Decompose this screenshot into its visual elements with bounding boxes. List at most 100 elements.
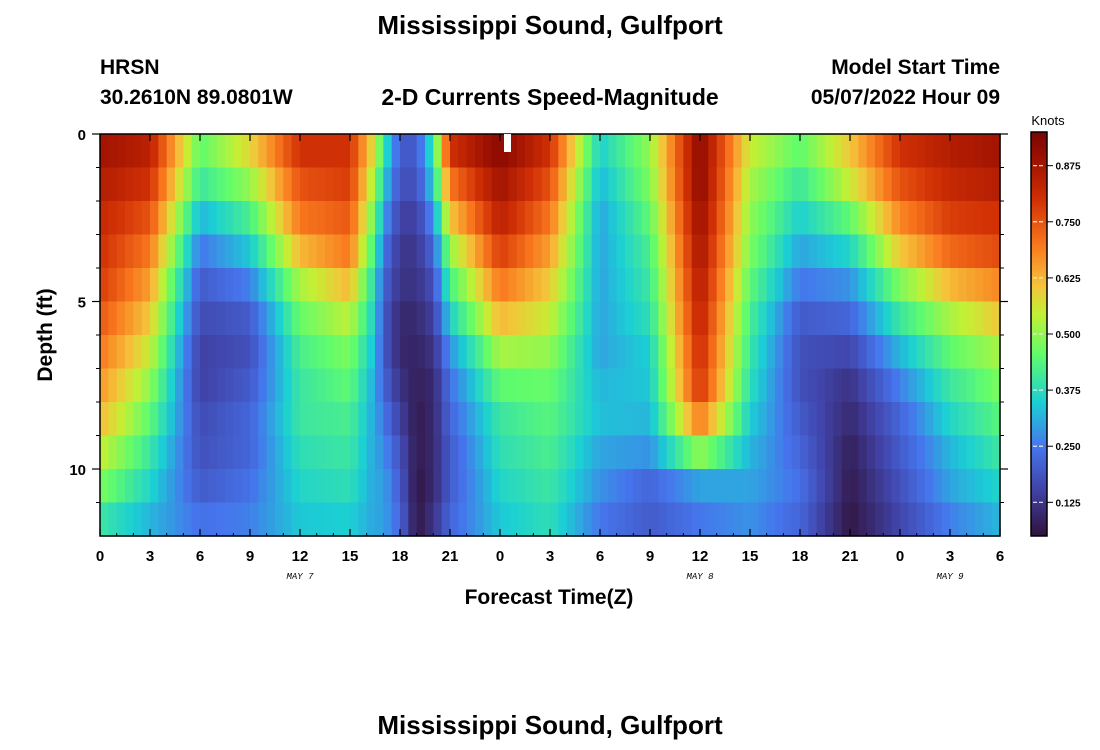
- heatmap-cell: [175, 469, 184, 504]
- heatmap-cell: [266, 134, 276, 169]
- heatmap-cell: [433, 402, 443, 437]
- heatmap-cell: [958, 268, 968, 303]
- heatmap-cell: [816, 134, 826, 169]
- heatmap-cell: [300, 402, 309, 437]
- heatmap-cell: [475, 368, 484, 403]
- heatmap-cell: [575, 201, 584, 236]
- heatmap-cell: [708, 435, 718, 470]
- heatmap-cell: [133, 368, 143, 403]
- heatmap-cell: [916, 402, 926, 437]
- heatmap-cell: [308, 268, 318, 303]
- heatmap-cell: [591, 435, 601, 470]
- heatmap-cell: [466, 402, 476, 437]
- heatmap-cell: [258, 469, 268, 504]
- heatmap-cell: [325, 335, 334, 370]
- heatmap-cell: [975, 502, 984, 537]
- heatmap-cell: [566, 502, 576, 537]
- heatmap-cell: [575, 268, 584, 303]
- heatmap-cell: [875, 234, 884, 269]
- heatmap-cell: [250, 167, 259, 202]
- heatmap-cell: [650, 234, 659, 269]
- heatmap-cell: [258, 335, 268, 370]
- heatmap-cell: [975, 469, 984, 504]
- heatmap-cell: [433, 268, 443, 303]
- heatmap-cell: [141, 201, 151, 236]
- heatmap-cell: [308, 335, 318, 370]
- heatmap-cell: [516, 167, 526, 202]
- heatmap-cell: [958, 335, 968, 370]
- heatmap-cell: [316, 469, 326, 504]
- station-coordinates: 30.2610N 89.0801W: [100, 86, 293, 109]
- heatmap-cell: [183, 234, 193, 269]
- heatmap-cell: [516, 301, 526, 336]
- heatmap-cell: [958, 201, 968, 236]
- heatmap-cell: [466, 502, 476, 537]
- heatmap-cell: [150, 502, 159, 537]
- heatmap-cell: [916, 167, 926, 202]
- heatmap-cell: [791, 502, 801, 537]
- heatmap-cell: [316, 234, 326, 269]
- heatmap-cell: [783, 234, 793, 269]
- heatmap-cell: [858, 435, 868, 470]
- heatmap-cell: [700, 435, 709, 470]
- heatmap-cell: [966, 435, 976, 470]
- heatmap-cell: [683, 301, 693, 336]
- heatmap-cell: [575, 134, 584, 169]
- heatmap-cell: [266, 268, 276, 303]
- heatmap-cell: [741, 301, 751, 336]
- heatmap-cell: [291, 301, 301, 336]
- heatmap-cell: [483, 301, 493, 336]
- heatmap-cell: [350, 469, 359, 504]
- heatmap-cell: [900, 435, 909, 470]
- heatmap-cell: [608, 435, 618, 470]
- heatmap-cell: [491, 469, 501, 504]
- heatmap-cell: [558, 268, 568, 303]
- heatmap-cell: [350, 335, 359, 370]
- heatmap-cell: [891, 234, 901, 269]
- heatmap-cell: [458, 134, 468, 169]
- heatmap-cell: [408, 134, 418, 169]
- heatmap-cell: [300, 201, 309, 236]
- heatmap-cell: [458, 301, 468, 336]
- heatmap-cell: [858, 368, 868, 403]
- heatmap-cell: [383, 201, 393, 236]
- heatmap-cell: [566, 268, 576, 303]
- heatmap-cell: [141, 368, 151, 403]
- heatmap-cell: [791, 167, 801, 202]
- heatmap-cell: [125, 201, 134, 236]
- heatmap-cell: [600, 301, 609, 336]
- heatmap-cell: [191, 167, 201, 202]
- heatmap-cell: [291, 335, 301, 370]
- heatmap-cell: [508, 234, 518, 269]
- heatmap-cell: [716, 167, 726, 202]
- heatmap-cell: [208, 335, 218, 370]
- heatmap-cell: [400, 402, 409, 437]
- heatmap-cell: [766, 368, 776, 403]
- heatmap-cell: [625, 469, 634, 504]
- model-start-value: 05/07/2022 Hour 09: [810, 86, 1000, 109]
- heatmap-cell: [383, 134, 393, 169]
- heatmap-cell: [583, 134, 593, 169]
- heatmap-cell: [508, 167, 518, 202]
- x-tick-label: 6: [996, 548, 1004, 565]
- heatmap-cell: [333, 402, 343, 437]
- heatmap-cell: [941, 402, 951, 437]
- heatmap-cell: [525, 301, 534, 336]
- heatmap-cell: [408, 301, 418, 336]
- heatmap-cell: [925, 502, 934, 537]
- heatmap-cell: [208, 368, 218, 403]
- y-tick-label: 5: [78, 295, 86, 312]
- heatmap-cell: [308, 167, 318, 202]
- heatmap-cell: [666, 134, 676, 169]
- heatmap-cell: [641, 268, 651, 303]
- heatmap-cell: [591, 301, 601, 336]
- heatmap-cell: [883, 301, 893, 336]
- heatmap-cell: [991, 368, 1001, 403]
- heatmap-cell: [216, 134, 226, 169]
- heatmap-cell: [416, 335, 426, 370]
- heatmap-cell: [808, 301, 818, 336]
- heatmap-cell: [750, 368, 759, 403]
- heatmap-cell: [150, 134, 159, 169]
- heatmap-cell: [733, 234, 743, 269]
- heatmap-cell: [750, 435, 759, 470]
